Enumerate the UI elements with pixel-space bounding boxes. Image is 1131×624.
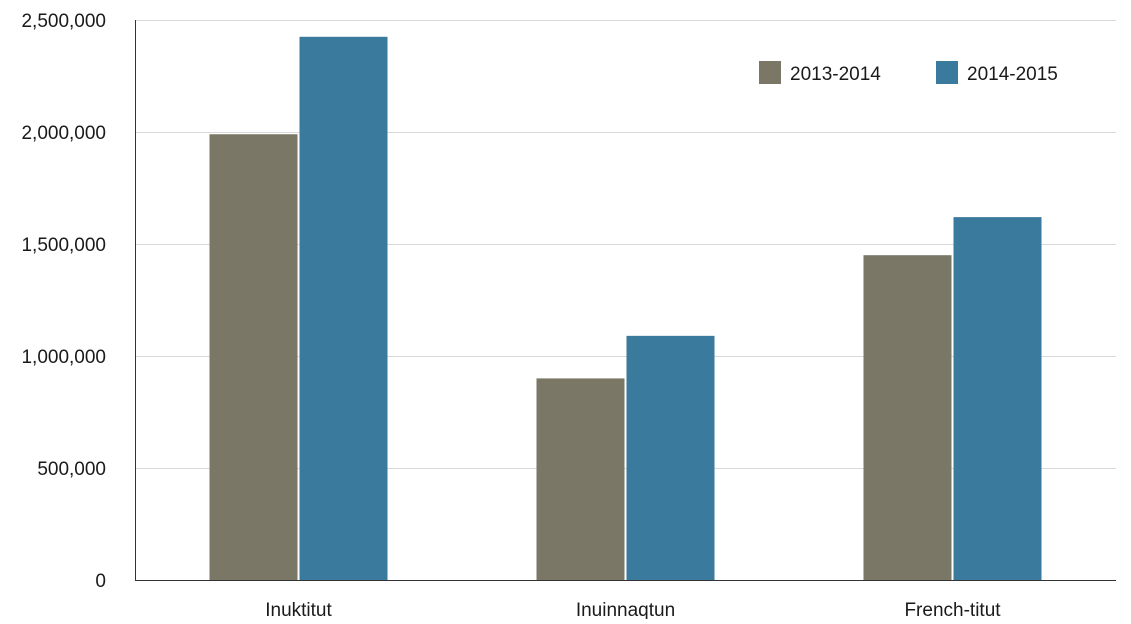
y-tick-label: 2,500,000 <box>21 11 106 32</box>
y-tick-label: 1,000,000 <box>21 347 106 368</box>
x-tick-label: Inuktitut <box>265 600 332 619</box>
legend-swatch-2013-2014 <box>759 61 781 84</box>
gridlines <box>135 20 1116 469</box>
x-axis-tick-labels: Inuktitut Inuinnaqtun French-titut <box>265 600 1001 621</box>
bar-2013-2014-Inuinnaqtun <box>536 378 625 580</box>
legend-swatch-2014-2015 <box>936 61 958 84</box>
x-tick-label: Inuinnaqtun <box>576 600 675 619</box>
bars <box>209 36 1042 581</box>
y-tick-label: 1,500,000 <box>21 235 106 256</box>
bar-2014-2015-French-titut <box>953 217 1042 580</box>
y-tick-label: 2,000,000 <box>21 123 106 144</box>
legend: 2013-2014 2014-2015 <box>759 61 1058 85</box>
legend-label: 2014-2015 <box>967 64 1058 85</box>
y-tick-label: 0 <box>95 571 106 592</box>
x-tick-label: French-titut <box>904 600 1001 619</box>
bar-2013-2014-Inuktitut <box>209 134 298 581</box>
axes <box>135 20 1116 581</box>
bar-2014-2015-Inuktitut <box>299 36 388 581</box>
bar-2013-2014-French-titut <box>863 255 952 580</box>
legend-label: 2013-2014 <box>790 64 881 85</box>
y-axis-tick-labels: 0 500,000 1,000,000 1,500,000 2,000,000 2,500… <box>21 11 106 592</box>
y-tick-label: 500,000 <box>37 459 106 480</box>
bar-2014-2015-Inuinnaqtun <box>626 335 715 580</box>
